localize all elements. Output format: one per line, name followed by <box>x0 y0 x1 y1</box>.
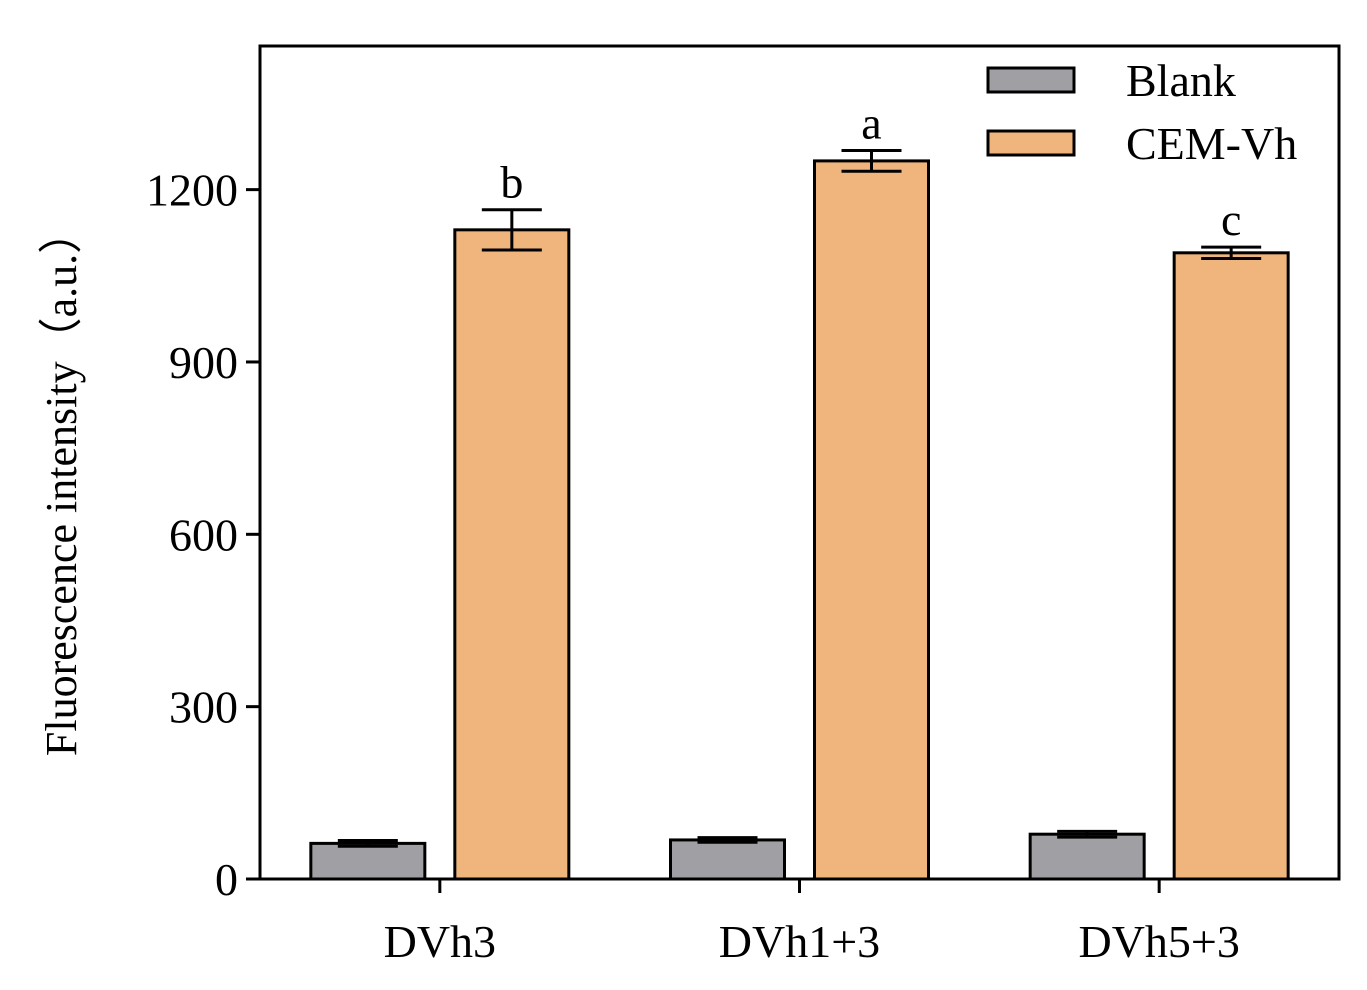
legend-swatch <box>986 66 1076 94</box>
x-tick-label: DVh1+3 <box>719 916 880 967</box>
bar <box>453 228 571 881</box>
y-tick-label: 600 <box>169 509 238 560</box>
bar <box>1028 832 1146 881</box>
y-axis-title: Fluorescence intensity（a.u.） <box>37 210 86 756</box>
x-tick-label: DVh3 <box>384 916 496 967</box>
x-tick-label: DVh5+3 <box>1078 916 1239 967</box>
plot-area: 0 300 600 900 1200 DVh3 b DVh1+3 a DVh5+3 c Blank CE… <box>146 44 1341 967</box>
significance-label: b <box>500 157 523 208</box>
significance-label: a <box>861 98 881 149</box>
bar <box>813 159 930 881</box>
bar <box>669 838 786 881</box>
y-tick-label: 900 <box>169 337 238 388</box>
y-tick-label: 1200 <box>146 165 238 216</box>
legend-label: CEM-Vh <box>1126 118 1297 169</box>
bar <box>1172 251 1290 881</box>
significance-label: c <box>1221 194 1241 245</box>
bar <box>309 841 427 881</box>
y-tick-label: 0 <box>215 854 238 905</box>
y-tick-label: 300 <box>169 682 238 733</box>
legend-swatch <box>986 129 1076 157</box>
legend-label: Blank <box>1126 55 1236 106</box>
